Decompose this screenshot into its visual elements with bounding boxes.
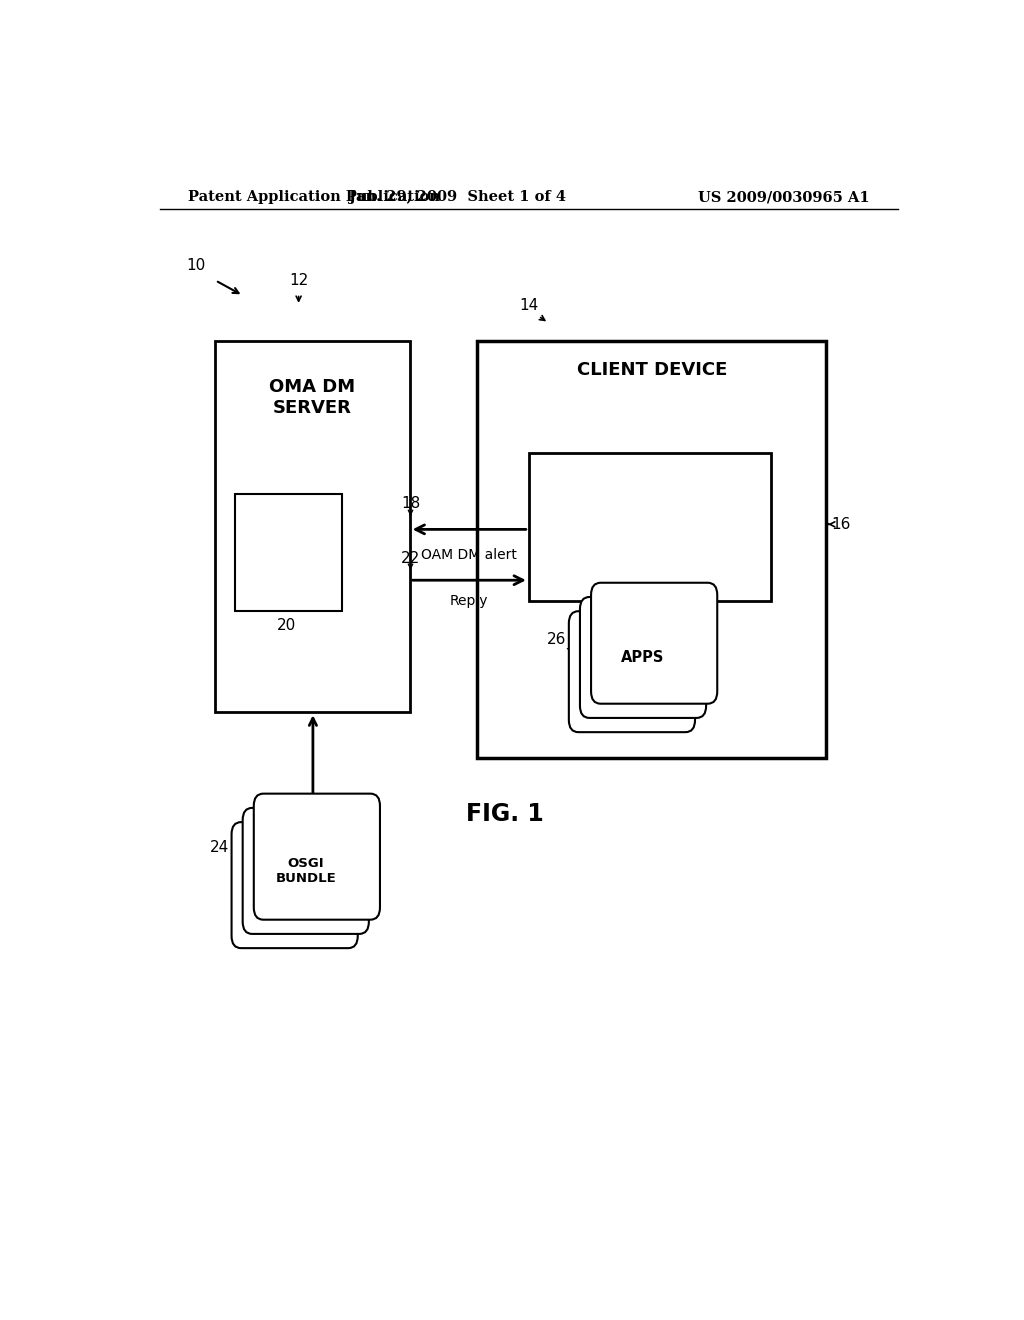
FancyBboxPatch shape [231, 822, 357, 948]
FancyBboxPatch shape [580, 597, 707, 718]
Text: 26: 26 [547, 632, 566, 647]
FancyBboxPatch shape [591, 582, 717, 704]
Text: Jan. 29, 2009  Sheet 1 of 4: Jan. 29, 2009 Sheet 1 of 4 [349, 190, 566, 205]
Text: 18: 18 [401, 496, 420, 511]
Text: CLIENT DEVICE: CLIENT DEVICE [577, 360, 727, 379]
Text: Reply: Reply [450, 594, 488, 609]
Text: 12: 12 [289, 273, 308, 288]
Bar [236, 494, 342, 611]
Text: COMMAND/REQUEST
SYSTEM: COMMAND/REQUEST SYSTEM [557, 511, 742, 543]
Text: APPS: APPS [622, 649, 665, 665]
Text: OAM DM alert: OAM DM alert [421, 548, 517, 562]
FancyBboxPatch shape [569, 611, 695, 733]
Bar [528, 453, 771, 601]
FancyBboxPatch shape [254, 793, 380, 920]
Bar [477, 342, 826, 758]
FancyBboxPatch shape [243, 808, 369, 935]
Text: REQ.
PROC.: REQ. PROC. [263, 536, 314, 569]
Text: OMA DM
SERVER: OMA DM SERVER [269, 378, 355, 417]
Text: 24: 24 [210, 840, 229, 855]
Text: 10: 10 [185, 257, 205, 273]
Text: US 2009/0030965 A1: US 2009/0030965 A1 [698, 190, 870, 205]
Text: 20: 20 [278, 619, 296, 634]
Text: FIG. 1: FIG. 1 [466, 803, 544, 826]
Text: 16: 16 [830, 517, 850, 532]
Text: 14: 14 [519, 298, 539, 313]
Bar [215, 342, 410, 713]
Text: Patent Application Publication: Patent Application Publication [187, 190, 439, 205]
Text: OSGI
BUNDLE: OSGI BUNDLE [275, 857, 336, 884]
Text: 22: 22 [401, 552, 420, 566]
